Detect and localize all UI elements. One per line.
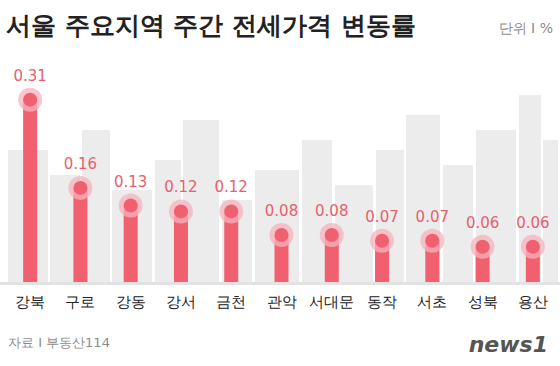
bar-cap-core <box>325 228 339 242</box>
data-label: 0.08 <box>265 202 298 220</box>
bar-cap <box>320 223 344 247</box>
x-tick-label: 금천 <box>216 293 246 311</box>
skyline <box>0 95 560 285</box>
bar-cap-core <box>375 234 389 248</box>
bar-cap <box>420 229 444 253</box>
logo: news1 <box>469 332 548 357</box>
bar-cap <box>370 229 394 253</box>
x-tick-label: 강동 <box>116 293 146 311</box>
building <box>476 130 516 282</box>
bar-cap-core <box>224 204 238 218</box>
chart-root: 서울 주요지역 주간 전세가격 변동률 단위 I % 0.31 0.16 0.13 0.1… <box>0 0 560 366</box>
data-label: 0.12 <box>164 178 197 196</box>
x-tick-label: 동작 <box>367 293 397 311</box>
bar <box>23 100 37 282</box>
bar-cap-core <box>275 228 289 242</box>
building <box>183 120 219 282</box>
bar-cap-core <box>73 181 87 195</box>
building <box>406 115 440 282</box>
source: 자료 I 부동산114 <box>8 335 110 350</box>
building <box>222 200 252 282</box>
data-labels: 0.31 0.16 0.13 0.12 0.12 0.08 0.08 0.07 0.07 0.06… <box>13 67 549 232</box>
chart: 서울 주요지역 주간 전세가격 변동률 단위 I % 0.31 0.16 0.13 0.1… <box>0 0 560 366</box>
x-tick-label: 서초 <box>417 293 447 311</box>
building <box>543 140 558 282</box>
bar <box>73 188 87 282</box>
bar-cap-core <box>124 199 138 213</box>
x-tick-label: 구로 <box>65 293 95 311</box>
x-tick-label: 용산 <box>518 293 548 311</box>
data-label: 0.31 <box>13 67 46 85</box>
bar-cap-core <box>174 204 188 218</box>
title: 서울 주요지역 주간 전세가격 변동률 <box>6 11 416 40</box>
data-label: 0.08 <box>315 202 348 220</box>
data-label: 0.07 <box>416 208 449 226</box>
x-tick-labels: 강북 구로 강동 강서 금천 관악 서대문 동작 서초 성북 용산 <box>15 293 548 311</box>
bar-cap <box>219 199 243 223</box>
bar-cap <box>18 88 42 112</box>
x-tick-label: 관악 <box>267 293 297 311</box>
x-tick-label: 강북 <box>15 293 45 311</box>
bars <box>18 88 545 282</box>
bar-cap <box>169 199 193 223</box>
data-label: 0.13 <box>114 173 147 191</box>
x-tick-label: 성북 <box>468 293 498 311</box>
bar-cap <box>119 194 143 218</box>
building <box>255 170 299 282</box>
x-tick-label: 강서 <box>166 293 196 311</box>
bar-cap-core <box>23 93 37 107</box>
bar-cap-core <box>425 234 439 248</box>
data-label: 0.07 <box>365 208 398 226</box>
x-tick-label: 서대문 <box>309 293 354 311</box>
unit-label: 단위 I % <box>499 20 553 36</box>
bar-cap <box>68 176 92 200</box>
data-label: 0.06 <box>516 214 549 232</box>
ground <box>0 282 560 285</box>
data-label: 0.16 <box>64 155 97 173</box>
building <box>112 190 152 282</box>
bar-cap-core <box>476 240 490 254</box>
data-label: 0.12 <box>215 178 248 196</box>
bar-cap <box>521 235 545 259</box>
bar-cap <box>471 235 495 259</box>
bar-cap <box>270 223 294 247</box>
bar-cap-core <box>526 240 540 254</box>
data-label: 0.06 <box>466 214 499 232</box>
